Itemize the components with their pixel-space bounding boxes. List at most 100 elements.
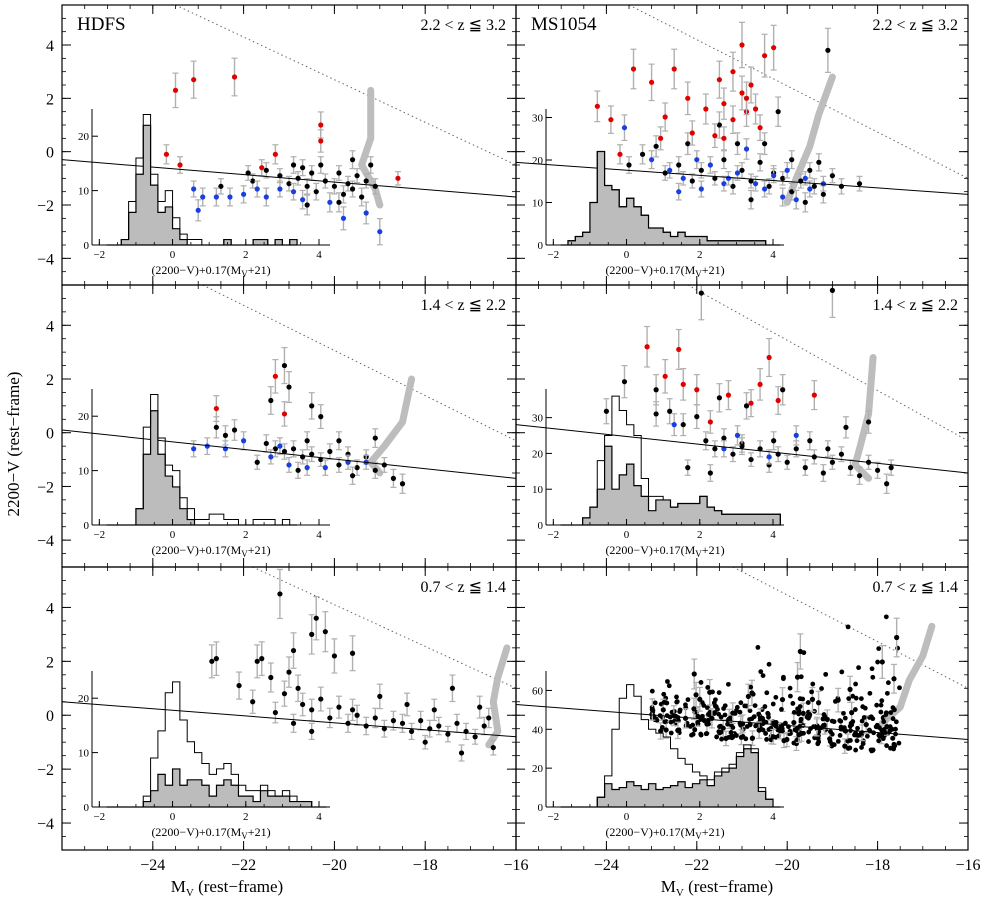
red-point — [684, 81, 691, 116]
model-track — [878, 622, 936, 727]
black-point — [859, 718, 865, 724]
black-point — [870, 674, 876, 680]
black-point — [802, 192, 809, 213]
point-marker — [676, 346, 682, 353]
point-marker — [748, 178, 754, 184]
red-point — [761, 33, 768, 78]
black-point — [773, 720, 779, 725]
point-marker — [825, 47, 831, 53]
blue-point — [743, 138, 750, 160]
point-marker — [748, 400, 754, 406]
red-point — [770, 24, 777, 71]
point-marker — [222, 432, 229, 438]
fit-line — [62, 159, 516, 198]
point-marker — [884, 481, 890, 487]
point-marker — [662, 114, 668, 120]
red-point — [190, 60, 197, 99]
black-point — [748, 452, 755, 467]
black-point — [716, 711, 722, 717]
histogram-x-tick-label: 2 — [697, 529, 703, 541]
point-marker — [630, 66, 637, 72]
point-marker — [644, 344, 650, 350]
histogram-y-tick-label: 0 — [538, 520, 544, 532]
black-point — [819, 686, 824, 691]
model-track — [851, 354, 877, 482]
point-marker — [816, 159, 822, 165]
histogram-background — [546, 109, 784, 245]
fit-line — [516, 161, 968, 195]
black-point — [653, 135, 660, 158]
point-marker — [449, 685, 456, 691]
point-marker — [318, 162, 324, 168]
black-point — [682, 708, 689, 729]
black-point — [722, 730, 729, 747]
point-marker — [739, 42, 745, 48]
point-marker — [263, 167, 269, 173]
point-marker — [680, 381, 686, 387]
black-point — [895, 645, 901, 651]
fit-line — [62, 701, 516, 738]
blue-point — [326, 192, 333, 213]
x-tick-label: −24 — [140, 857, 165, 874]
point-marker — [829, 287, 836, 293]
blue-point — [376, 218, 383, 246]
point-marker — [617, 151, 623, 157]
black-point — [639, 144, 646, 165]
black-point — [476, 695, 483, 719]
black-point — [838, 178, 845, 195]
point-marker — [472, 734, 478, 740]
point-marker — [879, 659, 885, 665]
black-point — [865, 410, 872, 434]
point-marker — [820, 191, 826, 197]
black-point — [417, 710, 424, 731]
point-marker — [309, 728, 315, 735]
black-point — [693, 404, 700, 430]
red-point — [739, 21, 745, 69]
black-point — [845, 746, 851, 751]
point-marker — [259, 165, 265, 171]
point-marker — [390, 475, 397, 481]
black-point — [747, 722, 753, 728]
point-marker — [847, 465, 854, 471]
histogram-background — [92, 109, 330, 245]
black-point — [798, 716, 804, 722]
blue-point — [240, 185, 247, 204]
black-point — [281, 680, 288, 707]
y-axis-label: 2200−V (rest−frame) — [4, 372, 23, 517]
point-marker — [209, 658, 215, 664]
black-point — [354, 168, 361, 184]
histogram-y-tick-label: 0 — [84, 802, 90, 814]
histogram-open — [560, 395, 781, 526]
histogram-x-label: (2200−V)+0.17(MV+21) — [605, 263, 724, 279]
black-point — [649, 688, 655, 694]
point-marker — [780, 175, 786, 181]
y-tick-label: 4 — [46, 600, 54, 617]
black-point — [688, 724, 693, 729]
red-point — [231, 57, 238, 97]
black-point — [463, 722, 470, 741]
y-tick-label: 4 — [46, 38, 54, 55]
red-point — [680, 368, 687, 401]
field-label: MS1054 — [531, 14, 597, 35]
point-marker — [807, 186, 813, 192]
black-point — [762, 704, 768, 709]
point-marker — [894, 634, 900, 641]
point-marker — [712, 133, 718, 139]
point-marker — [829, 173, 836, 179]
black-point — [725, 681, 731, 687]
point-marker — [304, 438, 310, 444]
black-point — [363, 716, 370, 736]
point-marker — [676, 189, 682, 195]
black-point — [734, 733, 739, 738]
black-point — [779, 707, 784, 712]
black-point — [381, 719, 388, 738]
point-marker — [422, 739, 428, 745]
black-point — [685, 697, 691, 703]
histogram-background — [92, 671, 330, 807]
point-marker — [809, 696, 816, 702]
red-point — [748, 389, 755, 418]
y-tick-label: 2 — [46, 372, 54, 389]
black-point — [876, 738, 882, 744]
point-marker — [698, 167, 704, 173]
